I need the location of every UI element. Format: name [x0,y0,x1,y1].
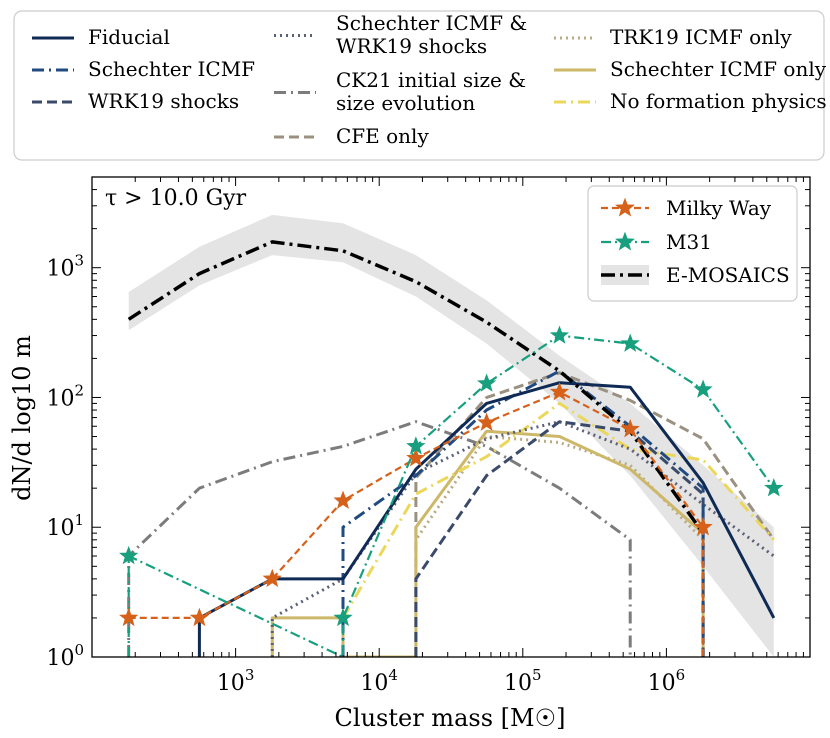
legend-marker-m31 [615,231,635,251]
series-line-schechter_icmf [341,369,705,657]
marker-m31 [406,436,426,455]
marker-m31 [333,607,353,627]
legend-label-emosaics: E-MOSAICS [666,263,790,287]
legend-label-milky_way: Milky Way [666,196,772,220]
marker-milky_way [477,412,497,431]
legend-label-schechter_wrk19: WRK19 shocks [336,34,487,58]
marker-milky_way [693,517,713,536]
y-tick-label-exp: 1 [74,511,84,529]
marker-milky_way [333,490,353,509]
plot-layer [119,214,784,657]
series-line-ck21 [127,420,632,657]
y-tick-label-exp: 0 [74,641,84,659]
marker-m31 [693,379,713,398]
x-tick-label: 106 [648,666,686,696]
x-tick-label: 103 [217,666,255,696]
legend-label-wrk19_shocks: WRK19 shocks [88,89,239,113]
series-line-wrk19_shocks [414,420,705,657]
marker-milky_way [262,568,282,588]
y-tick-label-exp: 3 [74,252,84,270]
x-tick-label-exp: 6 [676,666,686,684]
model-legend-box [13,10,825,161]
x-tick-label-base: 10 [504,671,532,696]
legend-label-schechter_icmf: Schechter ICMF [88,57,255,81]
plot-area [127,214,776,657]
x-tick-label-exp: 4 [388,666,398,684]
y-tick-label: 101 [46,511,84,541]
marker-m31 [549,325,570,344]
y-tick-label: 102 [46,381,84,411]
x-tick-label-base: 10 [648,671,676,696]
legend-marker-milky_way [615,197,635,217]
marker-m31 [764,478,784,497]
plot-frame [91,176,811,658]
legend-label-ck21: CK21 initial size & [336,68,526,92]
marker-milky_way [620,418,640,438]
series-line-schechter_wrk19 [270,420,775,657]
legend-label-ck21: size evolution [336,91,475,115]
legend-label-schechter_wrk19: Schechter ICMF & [336,11,527,35]
series-line-milky_way [128,391,705,657]
y-tick-label-base: 10 [46,516,74,541]
marker-milky_way [406,448,426,467]
x-tick-label-base: 10 [217,671,245,696]
obs-legend: Milky Way M31 E-MOSAICS [587,185,798,302]
x-tick-label: 104 [360,666,398,696]
y-axis-label: dN/d log10 m [8,335,36,501]
annotation: τ > 10.0 Gyr [105,186,247,211]
obs-legend-items: Milky Way M31 E-MOSAICS [601,196,790,287]
marker-milky_way [549,381,570,401]
legend-label-m31: M31 [666,230,712,254]
marker-m31 [620,333,640,352]
series-line-schechter_only [270,429,705,657]
legend-label-fiducial: Fiducial [88,25,170,49]
x-axis-label: Cluster mass [M☉] [335,704,566,732]
x-tick-label: 105 [504,666,542,696]
y-tick-label-base: 10 [46,646,74,671]
marker-milky_way [119,607,139,627]
legend-label-cfe_only: CFE only [336,124,429,148]
y-tick-label-base: 10 [46,386,74,411]
marker-m31 [477,373,497,392]
legend-band-emosaics [601,265,649,285]
marker-milky_way [189,607,210,627]
y-tick-label: 100 [46,641,84,671]
series-line-no_formation [341,401,775,619]
legend-label-schechter_only: Schechter ICMF only [610,57,827,81]
marker-m31 [119,545,139,565]
legend-label-trk19_only: TRK19 ICMF only [610,25,792,49]
legend-label-no_formation: No formation physics [610,89,827,113]
y-tick-label-base: 10 [46,257,74,282]
y-tick-label-exp: 2 [74,381,84,399]
series-line-emosaics [127,240,705,535]
series-line-cfe_only [414,371,776,657]
y-tick-label: 103 [46,252,84,282]
x-tick-label-exp: 5 [532,666,542,684]
x-tick-label-base: 10 [360,671,388,696]
x-tick-label-exp: 3 [245,666,255,684]
